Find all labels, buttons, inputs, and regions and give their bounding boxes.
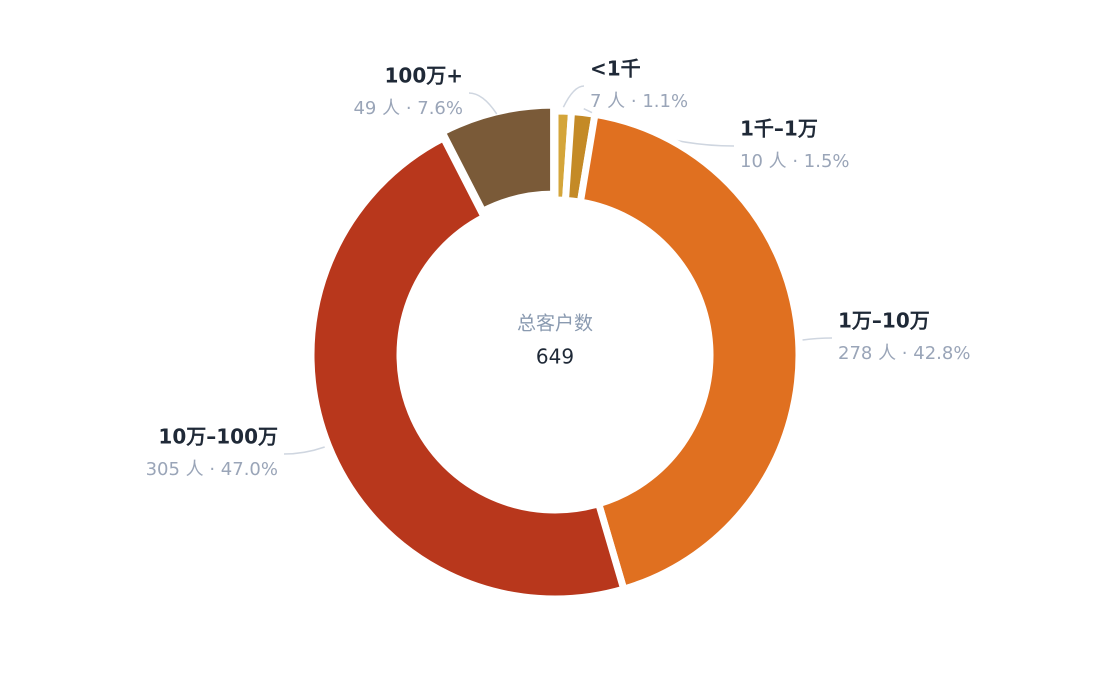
- leader-line: [802, 337, 833, 341]
- leader-line: [283, 446, 325, 455]
- slice-name: 10万–100万: [158, 425, 278, 449]
- value-label: 278 人 · 42.8%: [838, 343, 970, 364]
- slice: [307, 134, 628, 603]
- slice-name: 1千–1万: [740, 117, 818, 141]
- value-label: 49 人 · 7.6%: [353, 98, 463, 119]
- slice: [438, 101, 558, 215]
- center-label: 总客户数: [517, 313, 593, 335]
- slice-name: 1万–10万: [838, 309, 930, 333]
- value-label: 305 人 · 47.0%: [146, 459, 278, 480]
- center-value: 649: [536, 345, 574, 369]
- leader-line: [468, 92, 498, 115]
- leader-line: [562, 85, 585, 108]
- value-label: 10 人 · 1.5%: [740, 151, 850, 172]
- slice-name: 100万+: [384, 64, 463, 88]
- value-label: 7 人 · 1.1%: [590, 91, 688, 112]
- slice-name: <1千: [590, 57, 641, 81]
- slice: [576, 110, 803, 593]
